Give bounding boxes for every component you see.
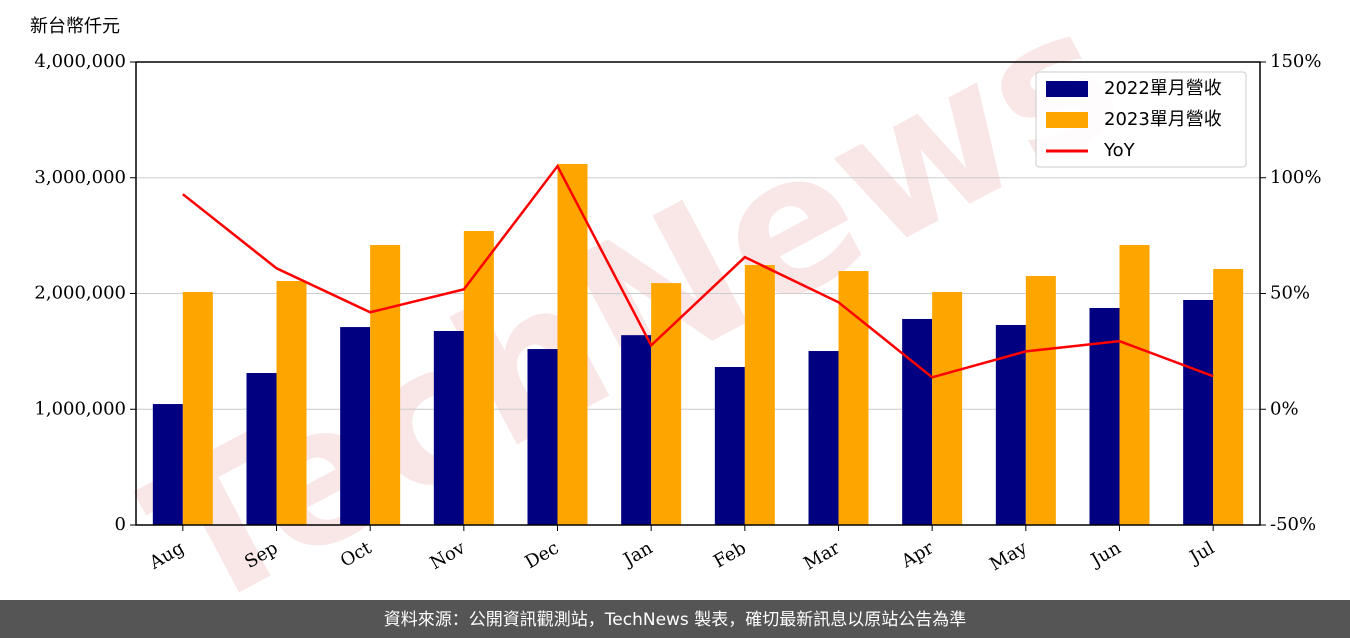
- x-tick-label: Apr: [897, 537, 937, 572]
- legend-label: 2022單月營收: [1104, 78, 1222, 99]
- x-tick-label: Nov: [426, 537, 469, 574]
- footer-bar: [0, 600, 1350, 638]
- bar: [744, 265, 775, 525]
- line: [182, 163, 1214, 379]
- legend-label: 2023單月營收: [1104, 109, 1222, 130]
- legend-box: [1035, 71, 1247, 168]
- x-tick-label: Feb: [710, 537, 750, 572]
- x-tick-label: Dec: [522, 537, 563, 573]
- y2-tick-label: 150%: [1270, 51, 1321, 72]
- legend-label: YoY: [1103, 140, 1136, 161]
- x-tick-label: May: [986, 537, 1031, 575]
- bar: [932, 291, 963, 525]
- x-tick-label: Mar: [800, 537, 844, 574]
- y-tick-label: 4,000,000: [34, 51, 126, 72]
- plot-frame: [135, 61, 1261, 526]
- legend-swatch: [1046, 81, 1088, 97]
- bar: [1025, 276, 1056, 525]
- y-axis-label: 新台幣仟元: [30, 16, 120, 37]
- y-tick-label: 1,000,000: [34, 398, 126, 419]
- y2-tick-label: 0%: [1270, 398, 1299, 419]
- bar: [902, 318, 933, 525]
- y-tick-label: 0: [115, 514, 126, 535]
- bar: [557, 163, 588, 525]
- x-tick-label: Jun: [1086, 537, 1125, 572]
- x-tick-label: Jan: [618, 537, 656, 571]
- bar: [182, 291, 213, 525]
- bar: [152, 404, 183, 525]
- bar: [838, 271, 869, 525]
- bar: [1213, 268, 1244, 525]
- y2-tick-label: -50%: [1270, 514, 1316, 535]
- bar: [340, 327, 371, 525]
- footer: 資料來源：公開資訊觀測站，TechNews 製表，確切最新訊息以原站公告為準: [384, 610, 966, 630]
- bar: [808, 351, 839, 525]
- y2-tick-label: 100%: [1270, 167, 1321, 188]
- bar: [714, 367, 745, 525]
- y-tick-label: 3,000,000: [34, 167, 126, 188]
- bar: [527, 349, 558, 525]
- legend-swatch: [1046, 112, 1088, 128]
- bar: [433, 331, 464, 525]
- bar: [276, 280, 307, 525]
- bar: [1183, 299, 1214, 525]
- bar: [463, 230, 494, 525]
- bar: [1119, 245, 1150, 526]
- bar: [621, 335, 652, 525]
- bar: [370, 245, 401, 526]
- y2-tick-label: 50%: [1270, 283, 1310, 304]
- x-tick-label: Jul: [1185, 537, 1219, 569]
- bar: [246, 373, 277, 525]
- y-tick-label: 2,000,000: [34, 283, 126, 304]
- bar: [651, 283, 682, 525]
